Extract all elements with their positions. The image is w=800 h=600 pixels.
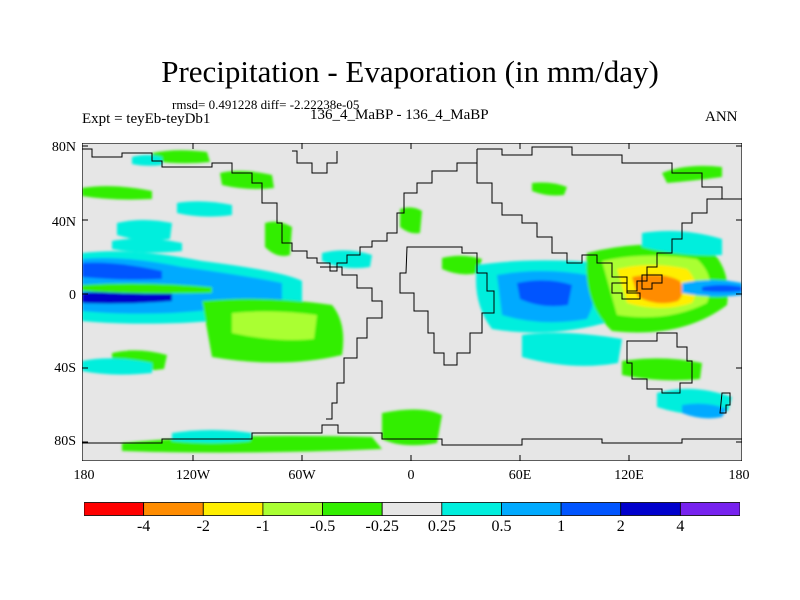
coast-africa	[399, 246, 495, 366]
fill-wp-orange	[632, 274, 683, 304]
colorbar-box-6	[441, 502, 502, 516]
colorbar-label-7: 1	[557, 518, 566, 535]
colorbar-box-10	[679, 502, 740, 516]
colorbar-box-4	[322, 502, 383, 516]
colorbar	[84, 502, 740, 516]
colorbar-box-7	[501, 502, 562, 516]
fill-wp-east-navy	[702, 285, 742, 292]
lon-tick-0: 0	[407, 468, 415, 483]
colorbar-label-6: 0.5	[491, 518, 512, 535]
runs-label: 136_4_MaBP - 136_4_MaBP	[310, 107, 489, 123]
map-panel	[82, 143, 742, 461]
lat-tick-40n: 40N	[51, 215, 76, 230]
coast-antarctica	[82, 424, 742, 446]
fill-s-green-4	[382, 409, 442, 446]
colorbar-label-5: 0.25	[427, 518, 456, 535]
lat-tick-40s: 40S	[54, 361, 76, 376]
fill-n-green-7	[662, 165, 722, 183]
coast-eurasia	[476, 146, 742, 292]
lon-tick-180e: 180	[728, 468, 750, 483]
map-title: Precipitation - Evaporation (in mm/day)	[161, 54, 659, 89]
lon-tick-120w: 120W	[175, 468, 211, 483]
lat-tick-80s: 80S	[54, 434, 76, 449]
coast-maritime-continent	[611, 274, 663, 300]
coast-new-zealand	[719, 392, 731, 414]
contour-fills	[82, 150, 742, 453]
fill-n-green-5	[400, 207, 422, 234]
fill-trop-e-lgreen	[232, 311, 317, 341]
colorbar-box-5	[381, 502, 443, 516]
colorbar-label-2: -1	[256, 518, 270, 535]
tick-marks	[82, 143, 742, 461]
lon-tick-60e: 60E	[508, 468, 532, 483]
colorbar-label-9: 4	[676, 518, 685, 535]
lat-tick-80n: 80N	[51, 140, 76, 155]
fill-n-cyan-1	[132, 155, 162, 166]
experiment-label: Expt = teyEb-teyDb1	[82, 111, 211, 127]
colorbar-box-9	[620, 502, 681, 516]
coast-north-america	[82, 148, 478, 272]
fill-n-green-8	[532, 182, 567, 196]
colorbar-label-3: -0.5	[309, 518, 336, 535]
colorbar-label-0: -4	[136, 518, 151, 535]
fill-s-green-2	[622, 358, 702, 381]
fill-n-green-1	[152, 150, 210, 164]
lat-tick-equator: 0	[69, 288, 76, 303]
fill-n-green-4	[265, 221, 292, 256]
fill-io-south-cyan	[522, 332, 622, 366]
colorbar-box-8	[560, 502, 622, 516]
fill-s-cyan-3	[172, 430, 252, 443]
coast-greenland	[292, 150, 338, 174]
fill-n-green-6	[442, 255, 482, 275]
stats-line: rmsd= 0.491228 diff= -2.22238e-05	[172, 97, 360, 112]
colorbar-box-0	[84, 502, 145, 516]
colorbar-box-3	[262, 502, 323, 516]
lon-tick-180w: 180	[73, 468, 95, 483]
fill-trop-w-green	[82, 283, 212, 294]
colorbar-box-1	[143, 502, 204, 516]
fill-trop-w-navy	[82, 262, 162, 280]
lon-tick-60w: 60W	[288, 468, 316, 483]
fill-n-cyan-4	[112, 238, 182, 253]
coastlines	[82, 146, 742, 446]
fill-wp-ne-cyan	[642, 231, 722, 256]
fill-io-navy	[517, 280, 572, 307]
fill-n-cyan-2	[117, 220, 172, 241]
fill-trop-w-dark	[82, 291, 172, 304]
lon-tick-120e: 120E	[614, 468, 644, 483]
coast-australia	[626, 332, 693, 394]
fill-n-green-2	[220, 170, 274, 189]
fill-n-green-3	[82, 186, 152, 200]
colorbar-box-2	[202, 502, 264, 516]
fill-s-cyan-1	[82, 358, 152, 375]
coast-south-america	[320, 266, 383, 420]
season-label: ANN	[705, 109, 738, 125]
colorbar-label-1: -2	[196, 518, 210, 535]
fill-n-cyan-3	[177, 201, 232, 217]
colorbar-label-8: 2	[616, 518, 625, 535]
fill-s-blue-1	[682, 403, 727, 419]
colorbar-label-4: -0.25	[365, 518, 399, 535]
